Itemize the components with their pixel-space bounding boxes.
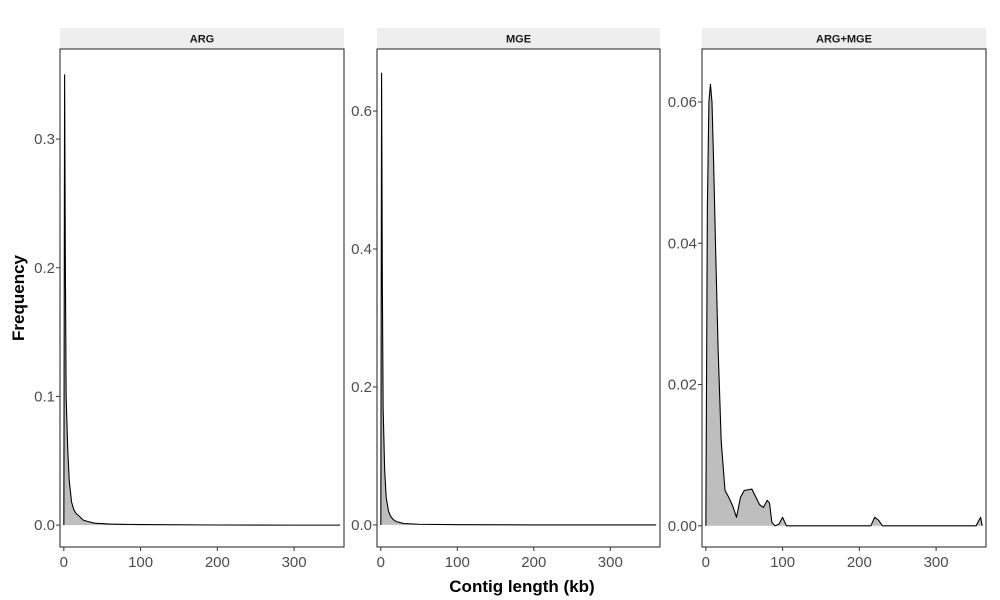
y-tick-label: 0.1	[34, 388, 55, 405]
panel-border	[59, 48, 345, 548]
facet-strip	[377, 28, 660, 49]
panel-border	[701, 48, 987, 548]
y-tick-label: 0.0	[34, 517, 55, 534]
panel-border	[376, 48, 661, 548]
facet-strip-label: ARG+MGE	[816, 34, 872, 46]
x-tick-label: 300	[924, 554, 949, 571]
x-tick-label: 200	[205, 554, 230, 571]
y-tick-label: 0.04	[668, 235, 697, 252]
density-line	[63, 74, 341, 526]
x-tick-label: 300	[598, 554, 623, 571]
panel-2: MGE 0 100 200 300 0.0 0.2 0.4 0.6	[351, 28, 661, 571]
x-tick-label: 100	[445, 554, 470, 571]
facet-strip	[702, 28, 986, 49]
y-axis-title: Frequency	[9, 254, 28, 341]
x-tick-label: 0	[702, 554, 710, 571]
x-axis-title: Contig length (kb)	[449, 577, 594, 596]
x-tick-label: 200	[847, 554, 872, 571]
panel-3: ARG+MGE 0 100 200 300 0.00 0.02 0.04 0.06	[668, 28, 987, 571]
y-tick-label: 0.6	[351, 103, 372, 120]
x-tick-label: 0	[60, 554, 68, 571]
x-tick-label: 300	[282, 554, 307, 571]
facet-strip-label: MGE	[506, 34, 531, 46]
y-tick-label: 0.00	[668, 518, 697, 535]
facet-strip	[60, 28, 344, 49]
density-line	[705, 83, 983, 527]
x-tick-label: 100	[128, 554, 153, 571]
facet-strip-label: ARG	[190, 34, 214, 46]
y-tick-label: 0.0	[351, 517, 372, 534]
y-tick-label: 0.3	[34, 131, 55, 148]
y-tick-label: 0.4	[351, 241, 372, 258]
panel-1: ARG 0 100 200 300 0.0 0.1 0.2 0.3	[34, 28, 345, 571]
y-tick-label: 0.2	[34, 260, 55, 277]
density-area	[63, 74, 341, 526]
y-tick-label: 0.2	[351, 379, 372, 396]
x-tick-label: 0	[377, 554, 385, 571]
x-tick-label: 100	[770, 554, 795, 571]
density-line	[380, 72, 657, 526]
y-tick-label: 0.02	[668, 377, 697, 394]
x-tick-label: 200	[521, 554, 546, 571]
y-tick-label: 0.06	[668, 94, 697, 111]
density-area	[380, 73, 657, 525]
density-area	[705, 84, 983, 526]
